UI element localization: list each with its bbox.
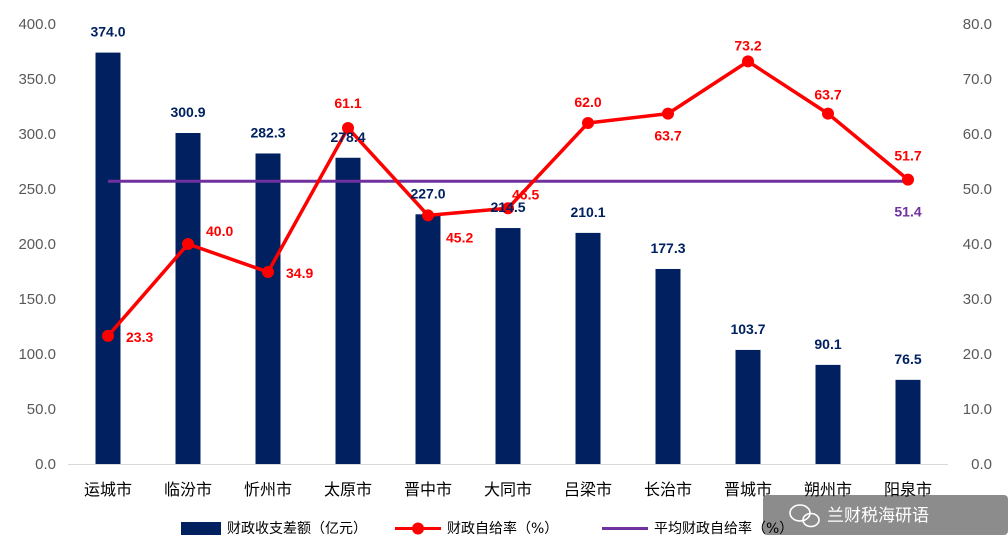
bar (95, 52, 121, 464)
category-label: 忻州市 (244, 480, 292, 499)
bar-data-labels: 374.0 300.9 282.3 278.4 227.0 214.5 210.1 177.3… (90, 24, 921, 367)
bar (575, 232, 601, 464)
y-left-tick-label: 350.0 (18, 71, 56, 88)
bar-series (95, 52, 921, 464)
rate-value-label: 45.2 (446, 229, 473, 245)
rate-value-label: 61.1 (334, 95, 361, 111)
bar (895, 379, 921, 464)
rate-point (742, 55, 754, 68)
bar-value-label: 227.0 (410, 185, 445, 201)
legend-bar-label: 财政收支差额（亿元） (227, 521, 367, 537)
bar-value-label: 177.3 (650, 240, 685, 256)
rate-point (502, 202, 514, 215)
bar (175, 133, 201, 464)
bar-value-label: 300.9 (170, 104, 205, 120)
category-label: 吕梁市 (564, 480, 612, 499)
category-label: 长治市 (644, 480, 692, 499)
category-label: 大同市 (484, 480, 532, 499)
legend-rate-label: 财政自给率（%） (447, 520, 558, 537)
rate-value-label: 40.0 (206, 223, 233, 239)
rate-point (342, 121, 354, 134)
category-label: 朔州市 (804, 480, 852, 499)
bar (655, 268, 681, 464)
y-left-tick-label: 150.0 (18, 291, 56, 308)
y-left-tick-label: 50.0 (27, 401, 56, 418)
watermark-background (763, 495, 1008, 535)
category-label: 临汾市 (164, 480, 212, 499)
rate-point (422, 209, 434, 222)
rate-value-label: 63.7 (654, 128, 681, 144)
bar (335, 157, 361, 464)
bar-value-label: 90.1 (814, 336, 841, 352)
y-right-tick-label: 70.0 (963, 71, 992, 88)
y-right-tick-label: 50.0 (963, 181, 992, 198)
rate-line-series (102, 55, 914, 342)
legend: 财政收支差额（亿元） 财政自给率（%） 平均财政自给率（%） (181, 520, 793, 537)
legend-avg-label: 平均财政自给率（%） (654, 520, 793, 537)
y-right-tick-label: 60.0 (963, 126, 992, 143)
y-left-tick-label: 200.0 (18, 236, 56, 253)
y-left-tick-label: 400.0 (18, 16, 56, 33)
bar (495, 228, 521, 464)
bar-value-label: 374.0 (90, 24, 125, 40)
rate-data-labels: 23.3 40.0 34.9 61.1 45.2 46.5 62.0 63.7 73.2 63.7… (126, 37, 922, 344)
rate-value-label: 46.5 (512, 186, 539, 202)
rate-value-label: 73.2 (734, 37, 761, 53)
bar-value-label: 103.7 (730, 321, 765, 337)
rate-value-label: 63.7 (814, 87, 841, 103)
category-label: 运城市 (84, 480, 132, 499)
y-left-tick-label: 100.0 (18, 346, 56, 363)
y-right-tick-label: 40.0 (963, 236, 992, 253)
legend-bar-swatch (181, 522, 221, 535)
y-left-tick-label: 0.0 (35, 456, 56, 473)
bar (415, 214, 441, 464)
rate-point (102, 329, 114, 342)
rate-value-label: 51.7 (894, 148, 921, 164)
bar-value-label: 282.3 (250, 124, 285, 140)
y-left-tick-label: 300.0 (18, 126, 56, 143)
legend-rate-marker (412, 522, 424, 535)
rate-point (822, 107, 834, 120)
bar-value-label: 214.5 (490, 199, 525, 215)
average-value-label: 51.4 (894, 203, 921, 219)
bar (815, 364, 841, 464)
bar (735, 349, 761, 464)
bar-value-label: 210.1 (570, 204, 605, 220)
bar (255, 153, 281, 464)
y-right-tick-label: 10.0 (963, 401, 992, 418)
y-left-tick-label: 250.0 (18, 181, 56, 198)
category-label: 晋城市 (724, 480, 772, 499)
rate-value-label: 62.0 (574, 94, 601, 110)
rate-point (182, 238, 194, 250)
category-label: 太原市 (324, 480, 372, 499)
y-right-tick-label: 20.0 (963, 346, 992, 363)
y-right-tick-label: 0.0 (971, 456, 992, 473)
rate-value-label: 34.9 (286, 265, 313, 281)
bar-value-label: 278.4 (330, 129, 365, 145)
category-axis: 运城市 临汾市 忻州市 太原市 晋中市 大同市 吕梁市 长治市 晋城市 朔州市 阳泉市 (84, 480, 932, 499)
right-axis: 0.0 10.0 20.0 30.0 40.0 50.0 60.0 70.0 80.0 (963, 16, 992, 473)
left-axis: 0.0 50.0 100.0 150.0 200.0 250.0 300.0 350.0 400… (18, 16, 56, 473)
y-right-tick-label: 30.0 (963, 291, 992, 308)
wechat-icon (789, 504, 820, 528)
category-label: 阳泉市 (884, 480, 932, 499)
rate-point (662, 107, 674, 120)
watermark-text: 兰财税海研语 (827, 506, 929, 526)
rate-value-label: 23.3 (126, 329, 153, 345)
rate-point (262, 266, 274, 279)
bar-value-label: 76.5 (894, 351, 921, 367)
rate-point (902, 173, 914, 186)
watermark: 兰财税海研语 (763, 495, 1008, 535)
category-label: 晋中市 (404, 480, 452, 499)
rate-point (582, 117, 594, 129)
y-right-tick-label: 80.0 (963, 16, 992, 33)
